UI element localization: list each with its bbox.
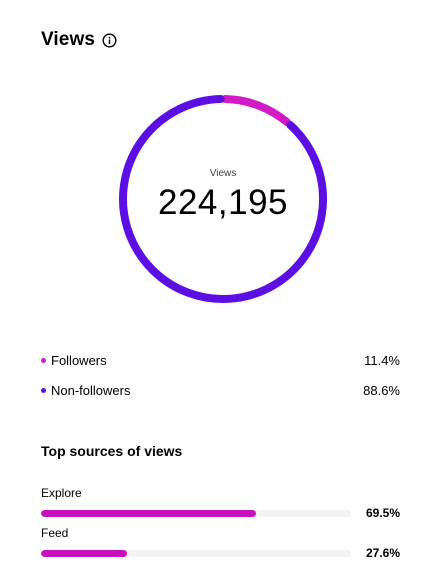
- source-value-feed: 27.6%: [365, 546, 400, 560]
- donut-svg: [119, 95, 327, 303]
- source-bar-explore: [41, 509, 257, 517]
- donut-segment-non-followers: [119, 95, 327, 303]
- donut-center: Views 224,195: [118, 84, 328, 314]
- source-label-explore: Explore: [41, 486, 82, 500]
- legend-row-non-followers: Non-followers 88.6%: [41, 375, 400, 405]
- page-title: Views: [41, 29, 96, 50]
- source-track-feed: [41, 549, 351, 557]
- legend-dot-non-followers: [41, 387, 46, 393]
- legend-label-followers: Followers: [51, 352, 107, 368]
- source-explore: Explore 69.5%: [41, 486, 400, 520]
- source-bar-feed: [41, 549, 127, 557]
- legend-value-followers: 11.4%: [364, 352, 400, 368]
- views-donut-chart: Views 224,195: [118, 84, 328, 314]
- legend-label-non-followers: Non-followers: [51, 382, 131, 398]
- info-icon[interactable]: [102, 32, 117, 48]
- legend: Followers 11.4% Non-followers 88.6%: [41, 345, 400, 405]
- legend-dot-followers: [41, 357, 46, 363]
- source-label-feed: Feed: [41, 526, 69, 540]
- legend-value-non-followers: 88.6%: [363, 382, 400, 398]
- top-sources-title: Top sources of views: [41, 443, 183, 459]
- views-header: Views: [41, 29, 117, 51]
- donut-center-label: Views: [209, 167, 237, 179]
- source-track-explore: [41, 509, 351, 517]
- legend-row-followers: Followers 11.4%: [41, 345, 400, 375]
- donut-center-value: 224,195: [157, 182, 289, 222]
- source-value-explore: 69.5%: [365, 506, 400, 520]
- source-feed: Feed 27.6%: [41, 526, 400, 560]
- donut-segment-followers: [221, 95, 291, 127]
